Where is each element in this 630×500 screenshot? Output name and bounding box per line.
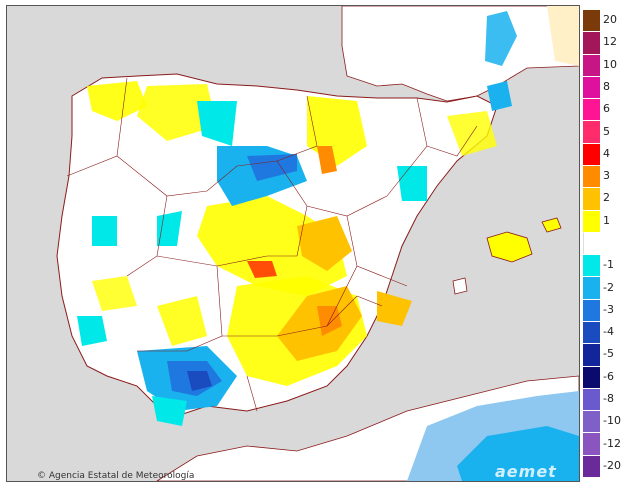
credit-label: © Agencia Estatal de Meteorología bbox=[37, 471, 194, 481]
legend-label: 5 bbox=[603, 124, 610, 138]
legend-swatch bbox=[583, 165, 600, 188]
legend-swatch bbox=[583, 365, 600, 388]
legend-swatch bbox=[583, 231, 600, 255]
legend-swatch bbox=[583, 454, 600, 477]
legend-swatch bbox=[583, 53, 600, 76]
legend-label: 10 bbox=[603, 57, 617, 71]
legend-label: 2 bbox=[603, 191, 610, 205]
legend-label: -5 bbox=[603, 347, 614, 361]
map-panel: © Agencia Estatal de Meteorología aemet bbox=[6, 5, 580, 482]
legend-label: 12 bbox=[603, 35, 617, 49]
legend-label: 3 bbox=[603, 169, 610, 183]
africa-cold-core bbox=[457, 426, 579, 481]
legend-swatch bbox=[583, 98, 600, 121]
legend-swatch bbox=[583, 75, 600, 99]
france-land bbox=[341, 6, 579, 102]
legend-swatch bbox=[583, 387, 600, 411]
legend-label: -6 bbox=[603, 369, 614, 383]
legend-label: -1 bbox=[603, 258, 614, 272]
legend-swatch bbox=[583, 9, 600, 32]
legend-swatch bbox=[583, 343, 600, 366]
legend-label: -3 bbox=[603, 302, 614, 316]
legend-swatch bbox=[583, 209, 600, 232]
cold-anomaly-patches bbox=[77, 81, 512, 426]
legend-swatch bbox=[583, 142, 600, 165]
legend-label: 8 bbox=[603, 80, 610, 93]
copyright-symbol: © bbox=[37, 471, 46, 481]
legend-swatch bbox=[583, 254, 600, 277]
legend-swatch bbox=[583, 321, 600, 344]
legend-label: 1 bbox=[603, 213, 610, 227]
anomaly-map bbox=[7, 6, 579, 481]
regional-borders bbox=[66, 77, 478, 412]
legend-label: -2 bbox=[603, 280, 614, 294]
ibiza-island bbox=[452, 277, 468, 295]
legend-label: -8 bbox=[603, 392, 614, 405]
credit-text: Agencia Estatal de Meteorología bbox=[48, 471, 195, 481]
legend-swatch bbox=[583, 120, 600, 143]
legend-label: 4 bbox=[603, 146, 610, 160]
legend-swatch bbox=[583, 187, 600, 210]
legend-swatch bbox=[583, 276, 600, 299]
mallorca-island bbox=[486, 231, 533, 263]
color-legend: 20 12 10 8 6 5 4 3 2 1 -1 -2 -3 -4 -5 -6 -8 -10 -12 -20 bbox=[583, 9, 629, 477]
menorca-island bbox=[541, 217, 562, 233]
france-cold-patch bbox=[485, 11, 517, 66]
legend-label: 6 bbox=[603, 102, 610, 116]
legend-label: -4 bbox=[603, 325, 614, 339]
warm-anomaly-patches bbox=[87, 81, 497, 386]
legend-label: -20 bbox=[603, 458, 621, 472]
legend-label: -12 bbox=[603, 436, 621, 450]
france-east-warm bbox=[547, 6, 579, 66]
legend-swatch bbox=[583, 31, 600, 54]
legend-swatch bbox=[583, 432, 600, 455]
aemet-watermark: aemet bbox=[495, 462, 557, 481]
legend-swatch bbox=[583, 410, 600, 433]
legend-label: -10 bbox=[603, 414, 621, 428]
legend-label: 20 bbox=[603, 13, 617, 27]
legend-swatch bbox=[583, 298, 600, 321]
